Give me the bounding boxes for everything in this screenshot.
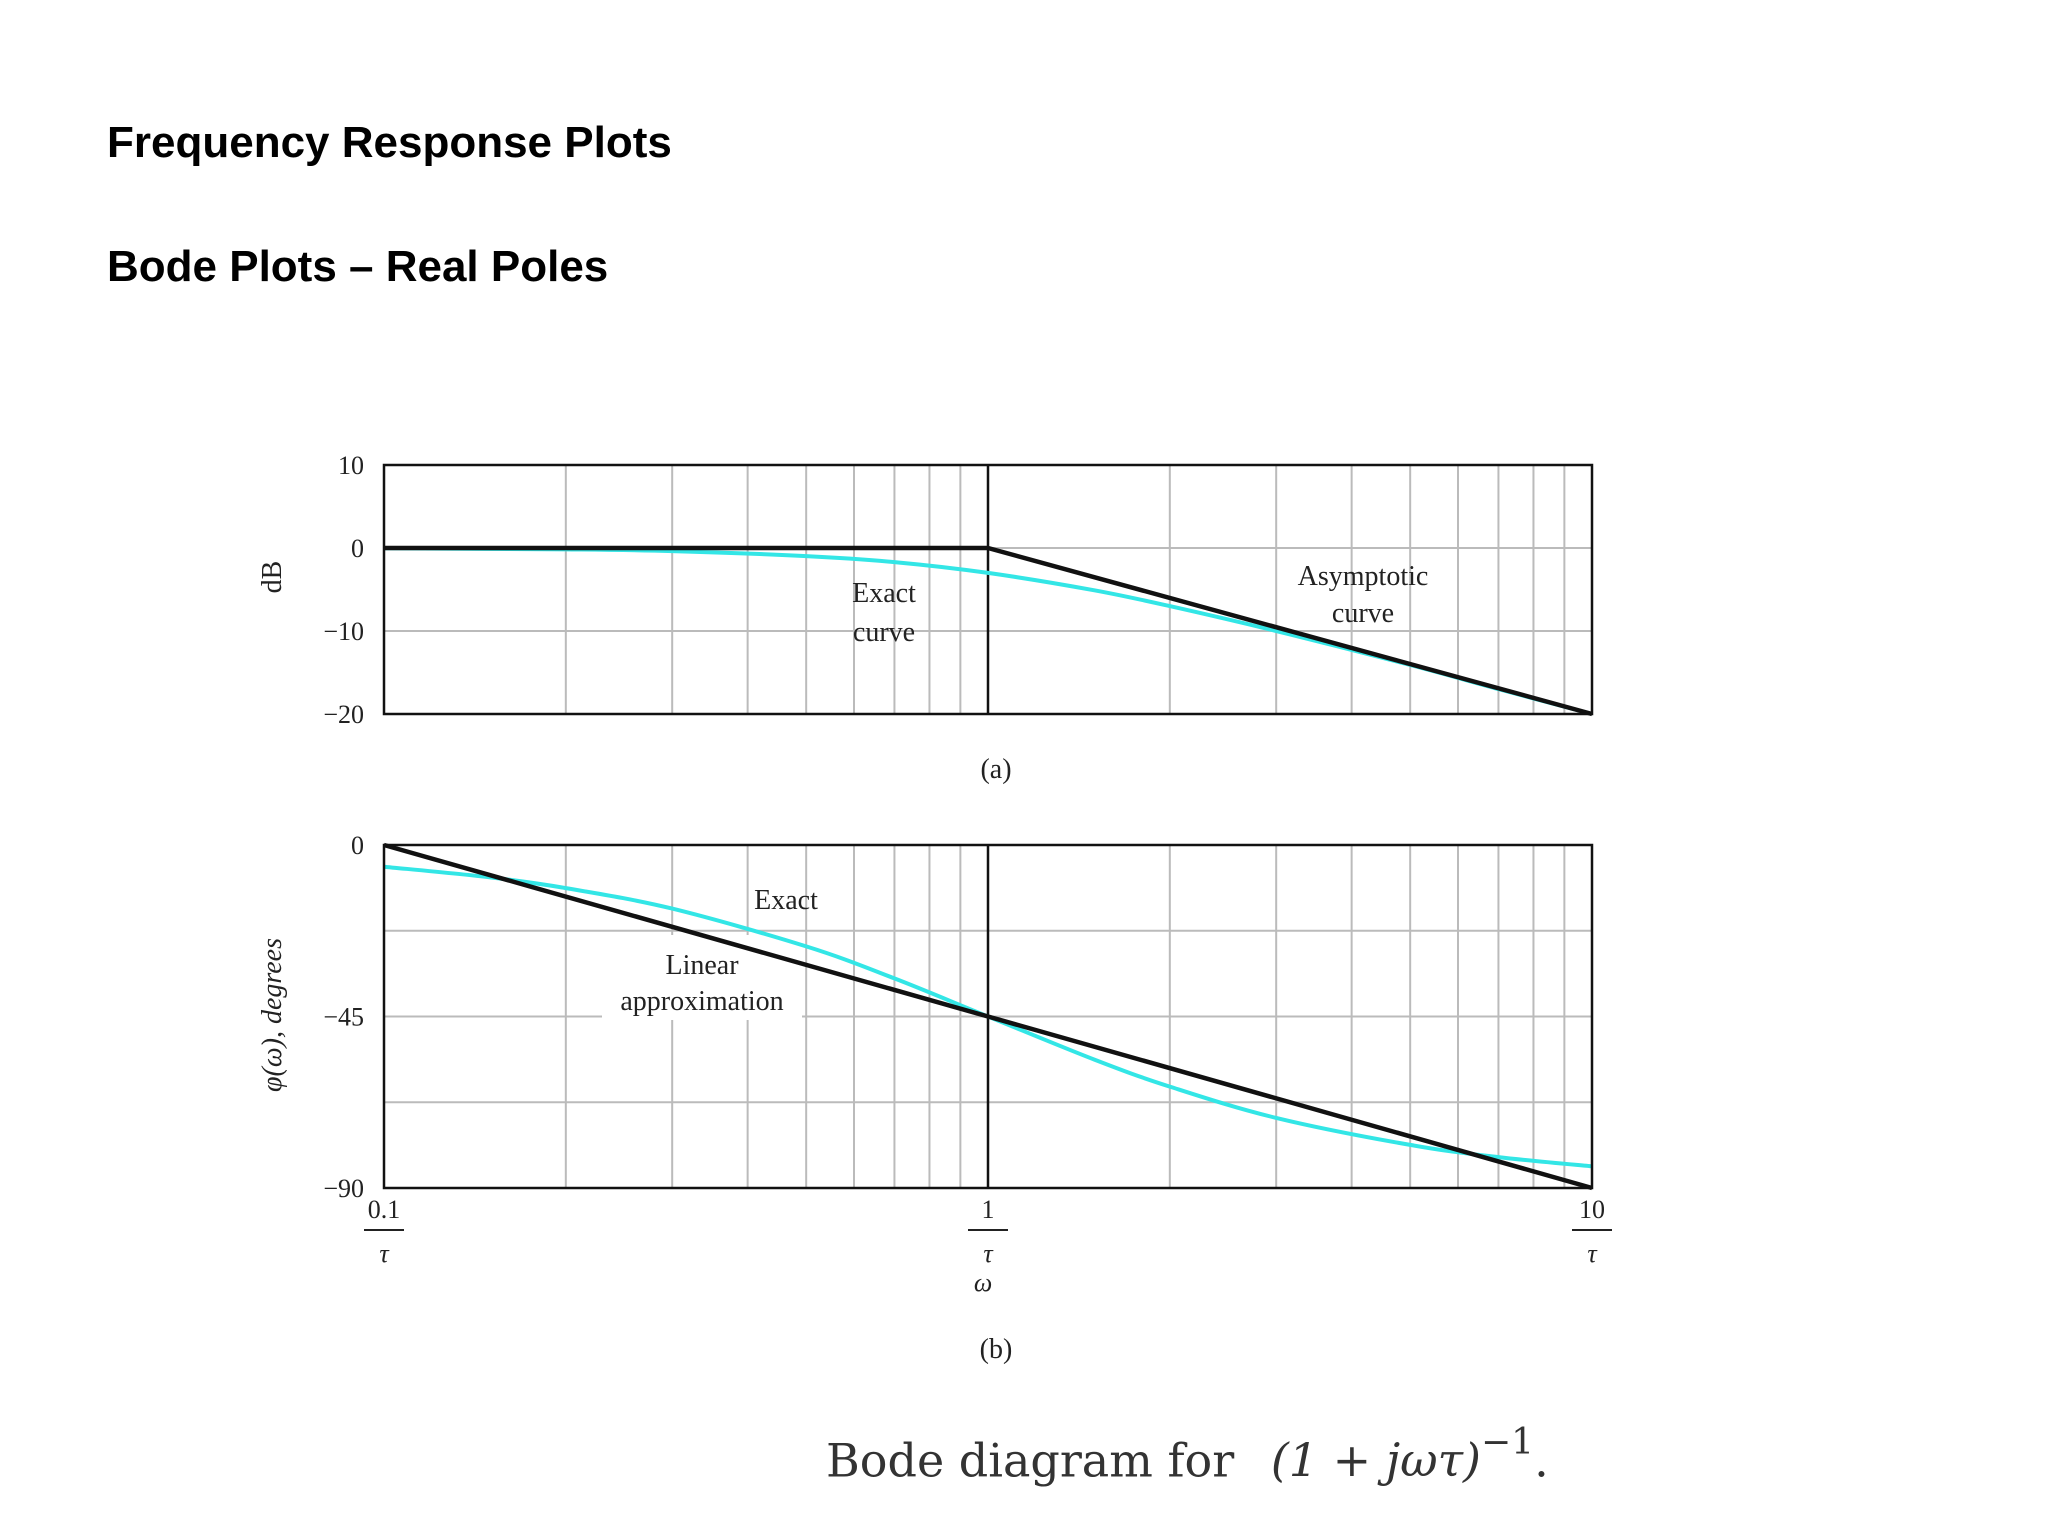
exact-label: Exact xyxy=(754,885,818,916)
x-tick-label: 1τ xyxy=(968,1195,1008,1268)
y-tick-label: 0 xyxy=(351,831,364,860)
x-tick-numerator: 1 xyxy=(982,1195,995,1224)
panel-a-label: (a) xyxy=(980,754,1011,785)
annotation-backdrop xyxy=(602,935,802,1020)
caption-expression: (1 + jωτ) xyxy=(1270,1433,1481,1488)
linear-approximation-series xyxy=(383,842,1593,1191)
linear-approx-label-line1: Linear xyxy=(665,950,739,981)
x-tick-denominator: τ xyxy=(379,1239,390,1268)
exact-curve-label-line1: Exact xyxy=(852,578,916,609)
caption-exponent: −1 xyxy=(1480,1422,1535,1463)
x-tick-numerator: 0.1 xyxy=(368,1195,401,1224)
page-subtitle: Bode Plots – Real Poles xyxy=(107,242,609,291)
asymptote-series xyxy=(384,545,1593,717)
x-tick-label: 0.1 τ xyxy=(364,1195,404,1268)
exact-curve-label-line2: curve xyxy=(853,617,915,648)
figure-caption: Bode diagram for (1 + jωτ)−1. xyxy=(826,1422,1549,1488)
plot-frame-a xyxy=(382,463,1594,716)
panel-b-label: (b) xyxy=(980,1334,1013,1365)
yticks-a: 10 0 −10 −20 xyxy=(323,451,364,729)
magnitude-y-axis-label: dB xyxy=(257,561,288,594)
x-tick-numerator: 10 xyxy=(1579,1195,1605,1224)
grid-a xyxy=(384,465,1592,714)
linear-approx-label-line2: approximation xyxy=(620,986,783,1017)
series-a xyxy=(383,545,1593,717)
yticks-b: 0 −45 −90 xyxy=(323,831,364,1203)
series-b xyxy=(383,842,1593,1191)
x-tick-label: 10 τ xyxy=(1572,1195,1612,1268)
x-tick-denominator: τ xyxy=(1587,1239,1598,1268)
phase-y-axis-label: φ(ω), degrees xyxy=(257,938,288,1092)
asymptotic-curve-label-line1: Asymptotic xyxy=(1298,561,1429,592)
magnitude-panel: 10 0 −10 −20 dB Exact curve Asymptotic curv… xyxy=(257,451,1594,785)
y-tick-label: −20 xyxy=(323,700,364,729)
y-tick-label: 10 xyxy=(338,451,364,480)
y-tick-label: −10 xyxy=(323,617,364,646)
y-tick-label: −45 xyxy=(323,1003,364,1032)
x-tick-denominator: τ xyxy=(983,1239,994,1268)
y-tick-label: −90 xyxy=(323,1174,364,1203)
plot-frame-b xyxy=(382,843,1594,1190)
caption-suffix: . xyxy=(1534,1433,1549,1488)
asymptotic-curve-label-line2: curve xyxy=(1332,598,1394,629)
x-axis-label: ω xyxy=(974,1268,992,1297)
caption-prefix: Bode diagram for xyxy=(826,1433,1235,1488)
phase-panel: 0 −45 −90 φ(ω), degrees Exact Linear appro… xyxy=(257,831,1612,1365)
page-title: Frequency Response Plots xyxy=(107,118,672,167)
y-tick-label: 0 xyxy=(351,534,364,563)
